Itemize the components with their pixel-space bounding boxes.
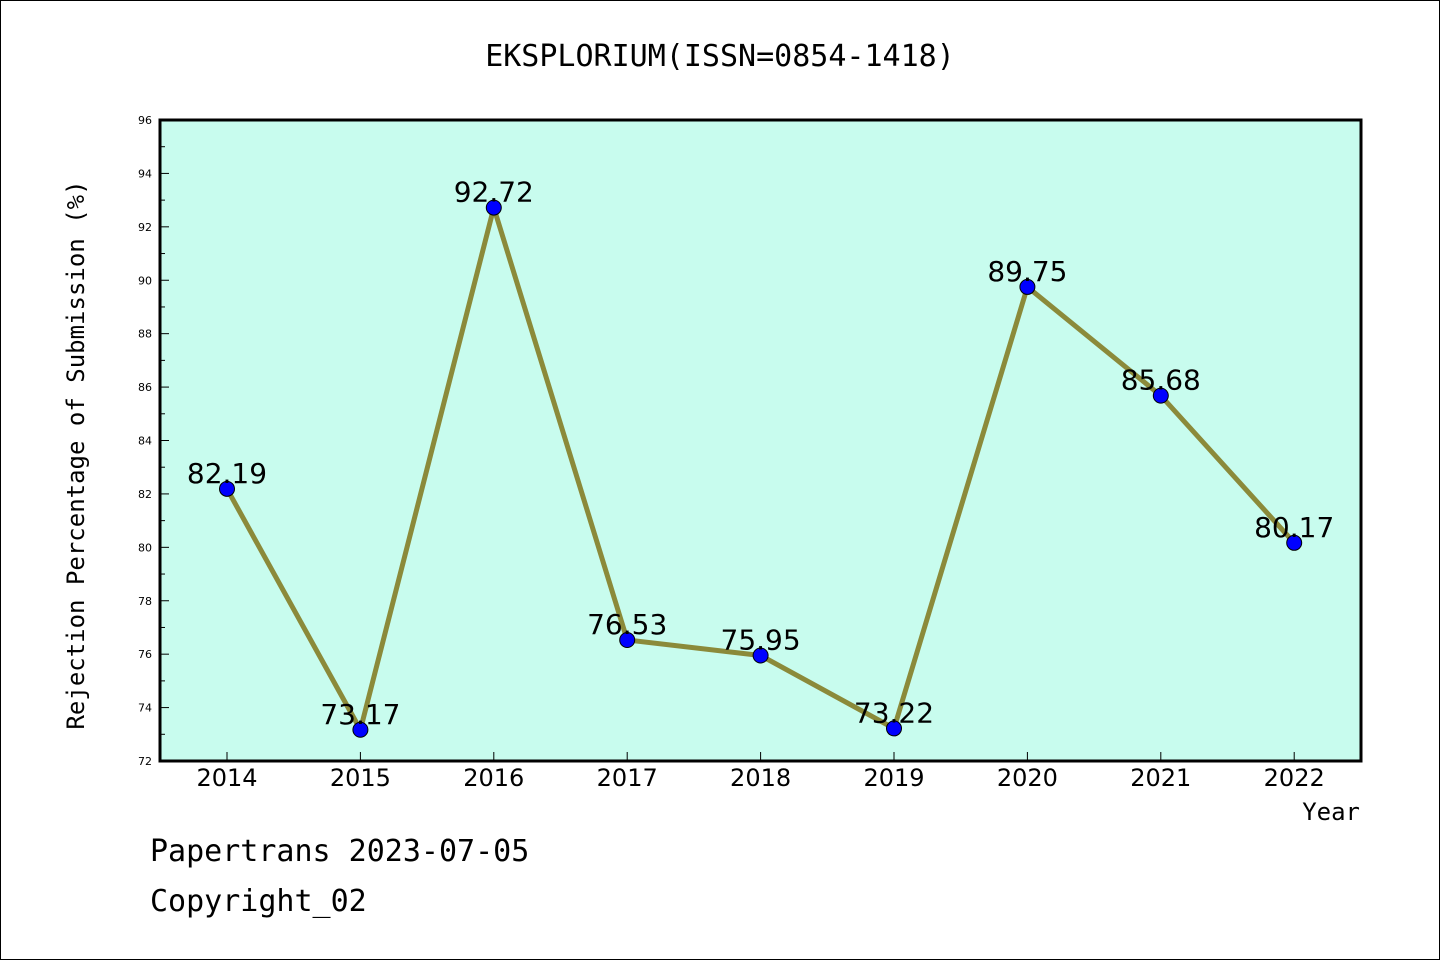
data-label: 85.68 [1121, 364, 1201, 397]
data-point [1019, 278, 1036, 295]
y-tick-label: 84 [138, 435, 152, 448]
data-point [752, 647, 769, 664]
y-tick-label: 74 [138, 702, 152, 715]
x-tick-label: 2022 [1264, 764, 1325, 792]
data-label: 73.17 [320, 698, 400, 731]
y-tick-label: 76 [138, 648, 152, 661]
y-tick-label: 94 [138, 167, 152, 180]
data-point [619, 632, 636, 649]
data-label: 82.19 [187, 457, 267, 490]
data-label: 92.72 [454, 176, 534, 209]
plot-area [158, 118, 1363, 763]
data-point [485, 199, 502, 216]
y-tick-label: 80 [138, 541, 152, 554]
x-tick-label: 2021 [1130, 764, 1191, 792]
y-tick-label: 96 [138, 114, 152, 127]
y-tick-label: 72 [138, 755, 152, 768]
x-tick-label: 2019 [863, 764, 924, 792]
y-tick-label: 82 [138, 488, 152, 501]
footer-copyright-line: Copyright_02 [150, 884, 367, 919]
x-tick-label: 2018 [730, 764, 791, 792]
y-axis: 72 74 76 78 80 82 84 86 88 90 92 94 96 [138, 114, 169, 768]
data-label: 76.53 [587, 608, 667, 641]
data-point [1152, 387, 1169, 404]
data-label: 75.95 [721, 624, 801, 657]
x-tick-label: 2014 [196, 764, 257, 792]
x-tick-label: 2015 [330, 764, 391, 792]
y-tick-label: 90 [138, 274, 152, 287]
x-axis: 2014 2015 2016 2017 2018 2019 2020 2021 2022 [196, 752, 1325, 792]
y-tick-label: 88 [138, 328, 152, 341]
data-label: 80.17 [1254, 511, 1334, 544]
data-label: 89.75 [987, 255, 1067, 288]
x-tick-label: 2020 [997, 764, 1058, 792]
x-axis-label: Year [1302, 798, 1360, 826]
data-point [352, 721, 369, 738]
y-tick-label: 86 [138, 381, 152, 394]
y-tick-label: 78 [138, 595, 152, 608]
x-tick-label: 2017 [597, 764, 658, 792]
series-markers [219, 199, 1303, 738]
y-tick-label: 92 [138, 221, 152, 234]
footer-date-line: Papertrans 2023-07-05 [150, 834, 530, 869]
y-axis-label: Rejection Percentage of Submission (%) [62, 180, 90, 729]
data-point [886, 720, 902, 737]
x-tick-label: 2016 [463, 764, 524, 792]
chart-title: EKSPLORIUM(ISSN=0854-1418) [485, 39, 955, 74]
data-point [1286, 534, 1303, 551]
data-labels: 82.19 73.17 92.72 76.53 75.95 73.22 89.75 85.68… [187, 176, 1334, 731]
data-label: 73.22 [854, 696, 934, 729]
data-point [219, 480, 235, 497]
